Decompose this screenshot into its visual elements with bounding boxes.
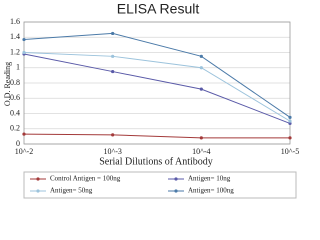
y-tick-label: 0.6 [10, 93, 20, 102]
series-marker [22, 37, 26, 42]
legend-label: Antigen= 100ng [188, 187, 234, 195]
plot-frame [23, 21, 291, 145]
series-marker [288, 115, 292, 119]
x-axis-title: Serial Dilutions of Antibody [99, 156, 213, 167]
y-tick-label: 1.2 [10, 47, 20, 56]
series-marker [111, 133, 115, 137]
x-tick-label: 10^-5 [281, 147, 299, 156]
legend-marker [36, 177, 40, 181]
series-marker [111, 31, 115, 36]
series-marker [22, 132, 26, 136]
series-marker [111, 69, 115, 74]
series-marker [288, 121, 292, 126]
y-tick-label: 1 [16, 63, 20, 72]
series-marker [199, 87, 203, 91]
series-marker [199, 136, 203, 140]
legend-label: Antigen= 10ng [188, 175, 231, 183]
legend-marker [174, 189, 178, 193]
series-marker [111, 54, 115, 58]
y-tick-label: 0.4 [10, 108, 20, 117]
x-tick-label: 10^-2 [15, 147, 33, 156]
series-line [23, 52, 291, 122]
y-tick-label: 0 [16, 139, 20, 148]
legend-marker [174, 177, 178, 181]
y-tick-label: 1.6 [10, 17, 20, 26]
legend-box [23, 171, 297, 199]
series-line [23, 32, 291, 118]
series-line [23, 133, 290, 139]
chart-title: ELISA Result [117, 1, 200, 17]
y-tick-label: 1.4 [10, 32, 20, 41]
legend-label: Antigen= 50ng [50, 187, 93, 195]
series-marker [22, 50, 26, 55]
series-marker [199, 54, 203, 58]
series-line [23, 53, 291, 124]
y-tick-label: 0.2 [10, 124, 20, 133]
y-axis-title: O.D. Reading [3, 62, 12, 106]
series-marker [288, 136, 292, 140]
series-marker [199, 66, 203, 70]
series-marker [288, 119, 292, 123]
x-tick-label: 10^-3 [103, 147, 121, 156]
y-tick-label: 0.8 [10, 78, 20, 87]
chart: ELISA Result O.D. Reading Serial Dilutio… [3, 1, 299, 199]
legend-marker [36, 189, 40, 193]
x-tick-label: 10^-4 [192, 147, 210, 156]
legend-label: Control Antigen = 100ng [50, 175, 121, 183]
